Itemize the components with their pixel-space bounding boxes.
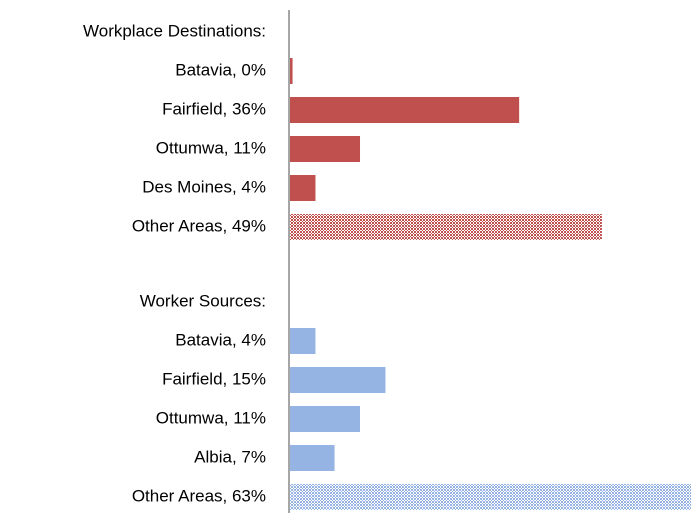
y-tick-label: Fairfield, 15% [162,369,266,388]
bar [290,175,316,201]
bar [290,214,602,240]
bar [290,97,520,123]
group-label: Workplace Destinations: [83,21,266,40]
y-tick-label: Des Moines, 4% [142,177,266,196]
group-label: Worker Sources: [140,291,266,310]
y-tick-label: Ottumwa, 11% [156,408,266,427]
y-tick-label: Other Areas, 63% [132,486,266,505]
y-tick-label: Fairfield, 36% [162,99,266,118]
y-tick-label: Other Areas, 49% [132,216,266,235]
bar [290,367,386,393]
bar [290,406,361,432]
y-tick-label: Batavia, 0% [175,60,266,79]
bar [290,136,361,162]
bar [290,58,293,84]
bar [290,445,335,471]
y-tick-label: Albia, 7% [194,447,266,466]
y-tick-label: Ottumwa, 11% [156,138,266,157]
bar [290,328,316,354]
bar [290,484,691,510]
y-tick-label: Batavia, 4% [175,330,266,349]
